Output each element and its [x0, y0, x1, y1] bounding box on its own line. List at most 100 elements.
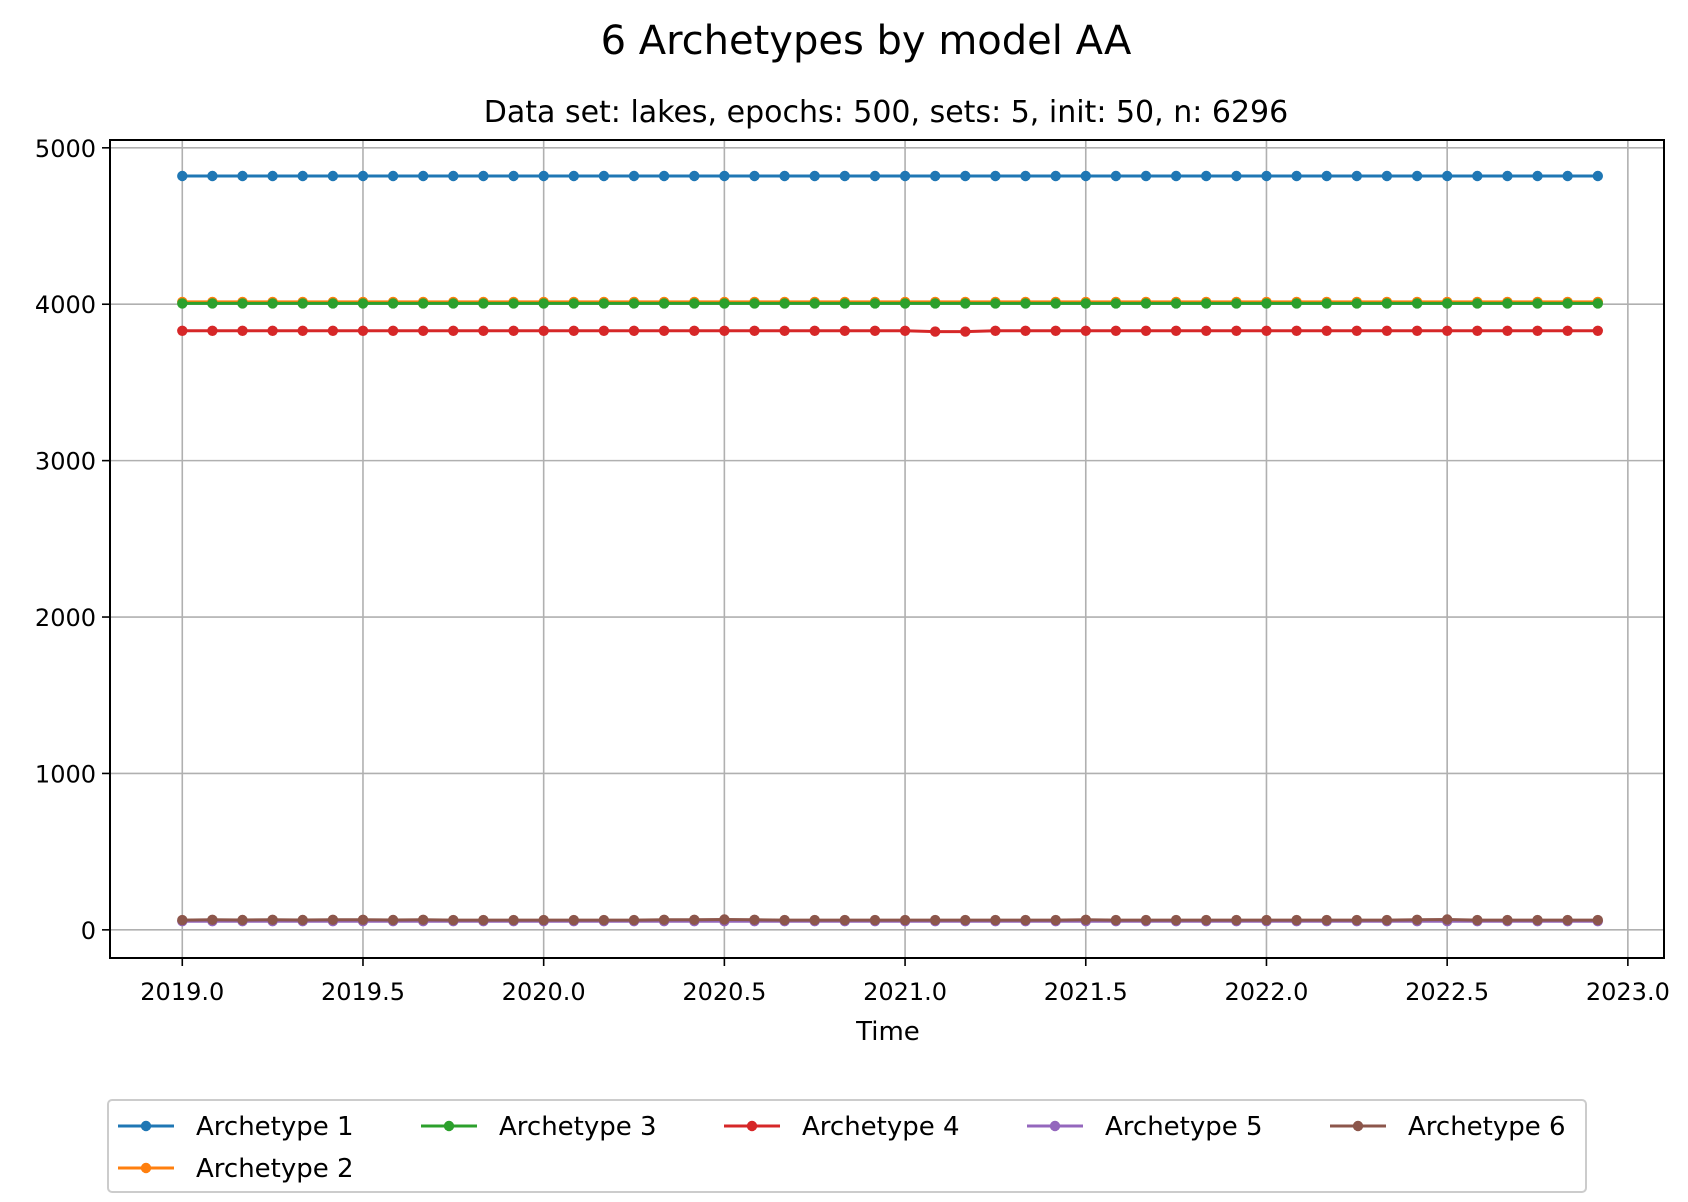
- data-point: [267, 325, 278, 336]
- data-point: [1261, 325, 1272, 336]
- legend-marker: [1049, 1120, 1061, 1132]
- data-point: [839, 325, 850, 336]
- data-point: [1442, 170, 1453, 182]
- data-point: [628, 914, 640, 926]
- data-point: [297, 170, 308, 182]
- series-1: [177, 170, 1604, 182]
- data-point: [990, 298, 1001, 309]
- x-tick-label: 2023.0: [1586, 978, 1670, 1006]
- legend-marker: [140, 1120, 152, 1132]
- data-point: [267, 298, 278, 309]
- data-point: [1562, 914, 1573, 926]
- data-point: [1562, 325, 1573, 336]
- data-point: [1472, 914, 1483, 926]
- data-point: [177, 914, 188, 926]
- data-point: [1472, 170, 1483, 182]
- data-point: [478, 170, 489, 182]
- data-point: [237, 325, 248, 336]
- x-tick-label: 2022.0: [1224, 978, 1308, 1006]
- data-point: [478, 298, 489, 309]
- data-point: [1351, 325, 1363, 336]
- data-point: [869, 914, 881, 926]
- data-point: [960, 326, 971, 337]
- data-point: [1291, 325, 1302, 336]
- data-point: [387, 170, 399, 182]
- data-point: [207, 325, 218, 336]
- data-point: [689, 914, 700, 925]
- data-point: [568, 914, 579, 926]
- data-point: [1381, 298, 1393, 309]
- data-point: [1080, 914, 1092, 925]
- data-point: [1502, 914, 1513, 926]
- data-point: [658, 298, 670, 309]
- data-point: [1020, 914, 1031, 926]
- chart-subtitle: Data set: lakes, epochs: 500, sets: 5, i…: [484, 95, 1288, 130]
- data-point: [869, 325, 881, 336]
- data-point: [1080, 170, 1092, 182]
- data-point: [357, 298, 369, 309]
- data-point: [1381, 170, 1393, 182]
- data-point: [779, 914, 790, 926]
- data-point: [357, 914, 369, 925]
- legend-label: Archetype 5: [1105, 1112, 1263, 1142]
- data-point: [749, 170, 760, 182]
- data-point: [538, 298, 549, 309]
- data-point: [990, 914, 1001, 926]
- legend-item-5: Archetype 5: [1027, 1112, 1263, 1142]
- data-point: [1411, 170, 1423, 182]
- data-point: [177, 298, 188, 309]
- data-point: [237, 170, 248, 182]
- data-point: [719, 170, 730, 182]
- chart-title: 6 Archetypes by model AA: [601, 18, 1132, 64]
- legend-label: Archetype 1: [196, 1112, 354, 1142]
- data-point: [207, 298, 218, 309]
- legend-item-3: Archetype 3: [421, 1112, 657, 1142]
- data-point: [598, 298, 610, 309]
- data-point: [1261, 914, 1272, 926]
- data-point: [568, 325, 579, 336]
- data-point: [267, 170, 278, 182]
- data-point: [628, 325, 640, 336]
- data-point: [267, 914, 278, 925]
- data-point: [1231, 914, 1242, 926]
- data-point: [1442, 325, 1453, 336]
- data-point: [719, 298, 730, 309]
- data-point: [1532, 325, 1543, 336]
- data-point: [387, 325, 399, 336]
- data-point: [508, 325, 519, 336]
- data-point: [930, 914, 941, 926]
- data-point: [1351, 298, 1363, 309]
- data-point: [1170, 298, 1182, 309]
- data-point: [960, 170, 971, 182]
- data-point: [508, 914, 519, 926]
- data-point: [327, 298, 339, 309]
- data-point: [719, 325, 730, 336]
- data-point: [357, 325, 369, 336]
- data-point: [478, 914, 489, 926]
- data-point: [930, 170, 941, 182]
- data-point: [1411, 325, 1423, 336]
- data-point: [1321, 298, 1332, 309]
- data-point: [448, 914, 459, 926]
- data-point: [1201, 170, 1212, 182]
- data-point: [749, 914, 760, 925]
- data-point: [207, 914, 218, 925]
- data-point: [1321, 170, 1332, 182]
- data-point: [1261, 170, 1272, 182]
- grid: [110, 140, 1664, 958]
- data-point: [990, 170, 1001, 182]
- x-tick-label: 2019.5: [321, 978, 405, 1006]
- data-point: [237, 298, 248, 309]
- data-point: [598, 325, 610, 336]
- data-point: [1110, 298, 1122, 309]
- data-point: [1562, 170, 1573, 182]
- data-point: [1381, 325, 1393, 336]
- data-point: [297, 298, 308, 309]
- data-point: [538, 325, 549, 336]
- x-tick-label: 2021.0: [863, 978, 947, 1006]
- data-point: [930, 326, 941, 337]
- data-point: [1592, 298, 1604, 309]
- data-point: [1562, 298, 1573, 309]
- x-tick-label: 2020.0: [502, 978, 586, 1006]
- data-point: [779, 298, 790, 309]
